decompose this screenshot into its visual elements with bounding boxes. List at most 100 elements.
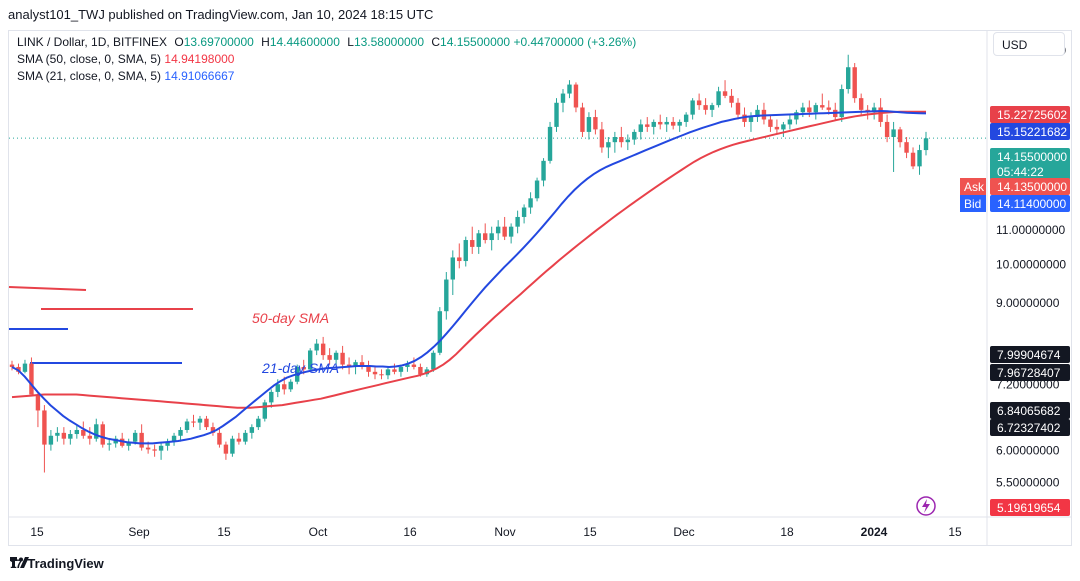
- candle-body: [677, 121, 682, 126]
- candle-body: [178, 429, 183, 436]
- price-label-dark: 7.96728407: [990, 364, 1070, 381]
- candle-body: [476, 233, 481, 247]
- candle-body: [826, 107, 831, 110]
- tv-mark-icon: [10, 557, 29, 568]
- candle-body: [68, 434, 73, 439]
- high-value: 14.44600000: [269, 35, 340, 49]
- tradingview-brand: TradingView: [27, 556, 104, 571]
- candle-body: [502, 226, 507, 237]
- sma21-line: [11, 109, 927, 445]
- price-label-box: [990, 346, 1070, 363]
- low-value: 13.58000000: [353, 35, 425, 49]
- candle-body: [171, 435, 177, 442]
- x-tick-label: Dec: [673, 525, 694, 539]
- candle-body: [275, 384, 280, 392]
- candle-body: [217, 432, 222, 445]
- candle-body: [884, 121, 890, 138]
- lightning-icon-ring: [916, 496, 936, 516]
- chart-frame[interactable]: [8, 30, 1072, 546]
- candle-body: [191, 421, 196, 423]
- candle-body: [729, 95, 734, 103]
- legend-sma50-row[interactable]: SMA (50, close, 0, SMA, 5) 14.94198000: [17, 51, 636, 68]
- x-tick-label: Nov: [494, 525, 515, 539]
- price-label-red: 5.19619654: [990, 499, 1070, 516]
- price-label-box: [990, 419, 1070, 436]
- candle-body: [606, 142, 611, 148]
- candle-body: [269, 391, 274, 403]
- candle-body: [508, 226, 514, 237]
- price-label-dark: 7.99904674: [990, 346, 1070, 363]
- price-label-box: [990, 402, 1070, 419]
- price-label-text: 6.72327402: [997, 421, 1061, 435]
- candle-body: [534, 180, 540, 199]
- candle-body: [846, 67, 851, 90]
- x-tick-label: Oct: [309, 525, 328, 539]
- candle-body: [282, 384, 287, 390]
- sma50-label: SMA (50, close, 0, SMA, 5): [17, 52, 162, 66]
- candle-body: [528, 198, 533, 208]
- candle-body: [586, 117, 592, 132]
- price-label-box: [990, 499, 1070, 516]
- candle-body: [385, 369, 391, 376]
- candle-body: [755, 109, 760, 118]
- price-label-sma21: 15.15221682: [990, 123, 1070, 140]
- drawn-level-red-1: [8, 286, 87, 291]
- sma50-line: [11, 110, 926, 409]
- candle-body: [878, 107, 883, 122]
- low-label: L: [347, 35, 354, 49]
- open-value: 13.69700000: [183, 35, 254, 49]
- legend-sma21-row[interactable]: SMA (21, close, 0, SMA, 5) 14.91066667: [17, 68, 636, 85]
- candle-body: [470, 240, 475, 247]
- candle-body: [236, 438, 242, 442]
- candle-body: [307, 350, 313, 370]
- candle-body: [139, 432, 144, 448]
- candle-body: [612, 137, 618, 143]
- candle-body: [858, 98, 864, 110]
- price-tag-text: Bid: [964, 197, 981, 211]
- currency-selector[interactable]: USD: [993, 32, 1065, 56]
- price-label-text: 14.11400000: [997, 197, 1067, 211]
- x-tick-label: 15: [948, 525, 962, 539]
- candle-body: [716, 91, 721, 106]
- candle-body: [658, 121, 663, 125]
- candle-body: [807, 107, 812, 113]
- candle-body: [580, 107, 585, 132]
- candle-body: [463, 240, 468, 262]
- candle-body: [418, 366, 423, 375]
- y-tick-label: 6.00000000: [996, 444, 1060, 458]
- candle-body: [411, 364, 417, 367]
- candle-body: [165, 441, 170, 446]
- candle-body: [327, 355, 332, 360]
- candle-body: [379, 374, 384, 376]
- candle-body: [204, 418, 209, 428]
- candle-body: [541, 160, 546, 181]
- price-label-box: [990, 106, 1070, 123]
- symbol-label[interactable]: LINK / Dollar, 1D, BITFINEX: [17, 35, 168, 49]
- candle-body: [126, 441, 131, 446]
- x-tick-label: 16: [403, 525, 417, 539]
- candle-body: [632, 131, 637, 140]
- candles-group: [9, 54, 929, 473]
- price-tag-text: Ask: [964, 180, 985, 194]
- price-label-text: 15.22725602: [997, 108, 1067, 122]
- candle-body: [249, 427, 255, 433]
- candle-body: [94, 424, 99, 439]
- candle-body: [664, 121, 669, 125]
- candle-body: [243, 432, 248, 442]
- x-tick-label: 18: [780, 525, 794, 539]
- candle-body: [132, 432, 138, 442]
- candle-body: [813, 105, 819, 113]
- candle-body: [625, 139, 631, 143]
- candle-body: [690, 100, 695, 115]
- candle-body: [9, 364, 15, 367]
- price-label-box: [990, 123, 1070, 140]
- candle-body: [398, 366, 404, 372]
- y-tick-label: 10.00000000: [996, 258, 1066, 272]
- price-label-ask: Ask 14.13500000: [960, 178, 1070, 195]
- price-label-box: [990, 148, 1070, 180]
- candle-body: [359, 362, 365, 367]
- candle-body: [152, 449, 157, 451]
- candle-body: [787, 119, 793, 125]
- candle-body: [748, 117, 754, 122]
